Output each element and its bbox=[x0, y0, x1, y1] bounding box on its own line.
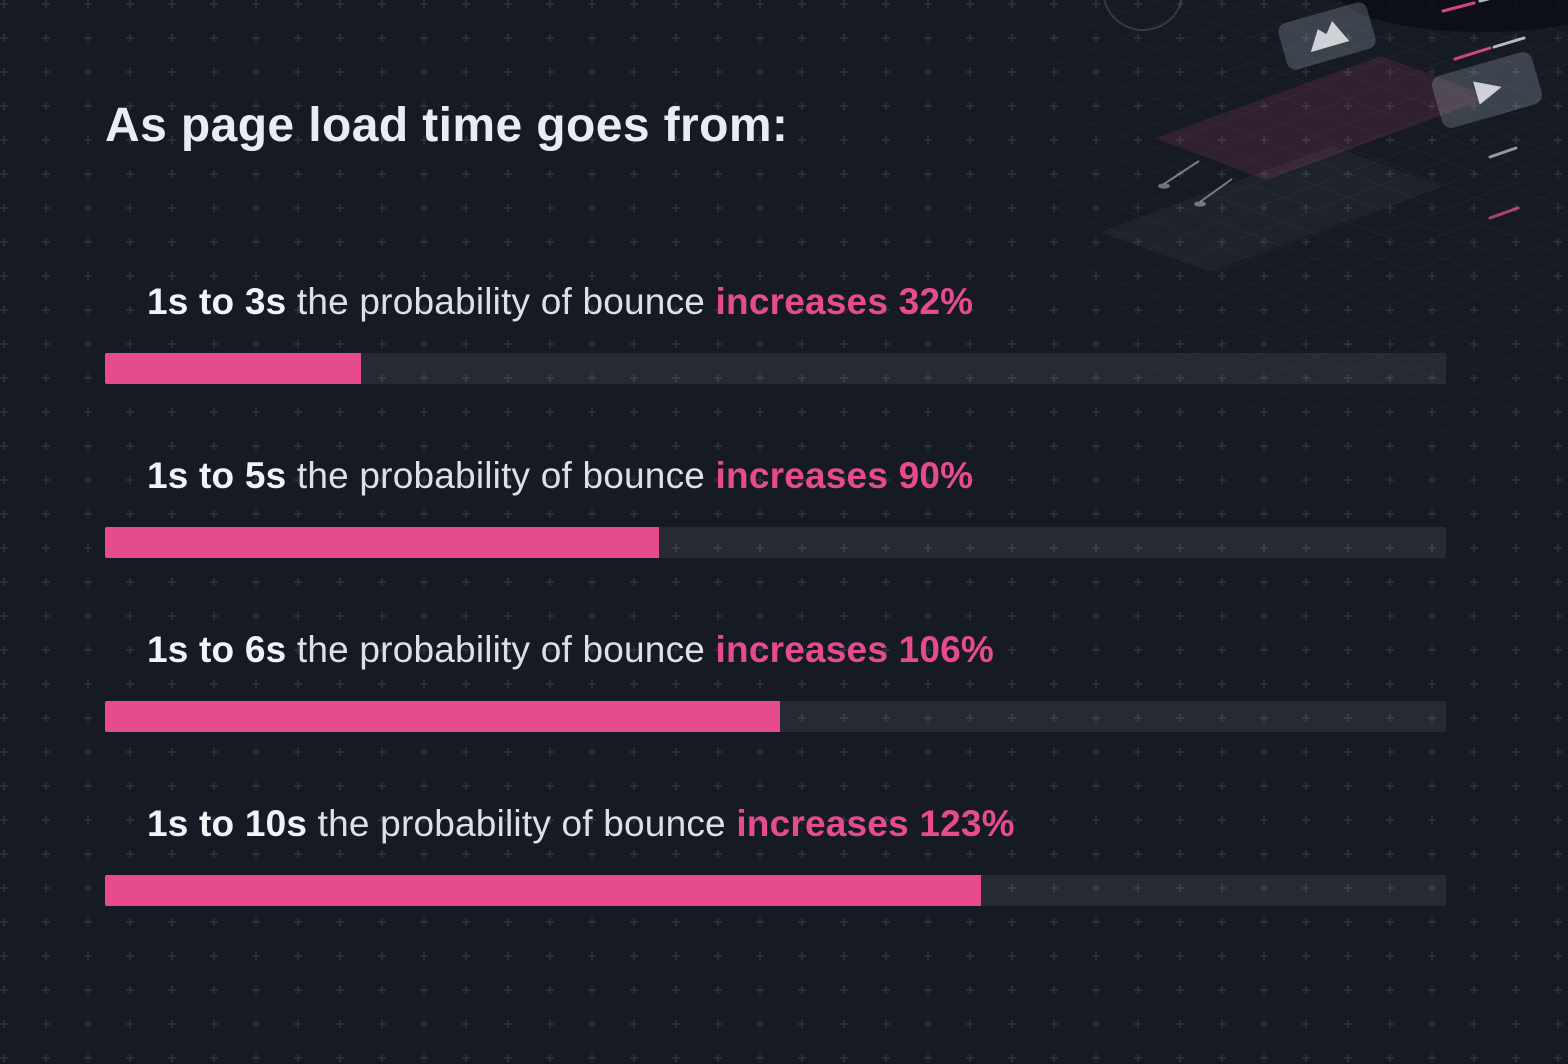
bounce-increase-label: increases 123% bbox=[736, 803, 1015, 844]
accent-streaks bbox=[1441, 0, 1526, 220]
progress-track bbox=[105, 527, 1446, 558]
load-time-range-label: 1s to 10s bbox=[147, 803, 308, 844]
play-icon bbox=[1473, 81, 1502, 105]
progress-fill bbox=[105, 353, 362, 384]
floating-card-play bbox=[1431, 52, 1543, 128]
pin-marker-icon bbox=[1158, 183, 1170, 189]
row-text: 1s to 5s the probability of bounce incre… bbox=[147, 453, 1446, 499]
progress-track bbox=[105, 701, 1446, 732]
page-title: As page load time goes from: bbox=[105, 99, 789, 152]
progress-track bbox=[105, 353, 1446, 384]
bounce-row-1s-6s: 1s to 6s the probability of bounce incre… bbox=[105, 627, 1446, 737]
floating-card-chart bbox=[1278, 2, 1376, 70]
bounce-row-1s-5s: 1s to 5s the probability of bounce incre… bbox=[105, 453, 1446, 563]
mountain-chart-icon bbox=[1310, 21, 1350, 53]
isometric-grid bbox=[1000, 0, 1568, 480]
pin-marker-icon bbox=[1194, 201, 1206, 207]
circle-outline-decor bbox=[1103, 0, 1183, 31]
load-time-range-label: 1s to 3s bbox=[147, 281, 287, 322]
progress-fill bbox=[105, 875, 981, 906]
load-time-range-label: 1s to 6s bbox=[147, 629, 287, 670]
row-middle-text: the probability of bounce bbox=[296, 629, 706, 670]
gray-plane-decor bbox=[1100, 146, 1442, 272]
row-middle-text: the probability of bounce bbox=[296, 455, 706, 496]
progress-fill bbox=[105, 701, 780, 732]
corner-shadow-blob bbox=[1339, 0, 1568, 32]
row-text: 1s to 3s the probability of bounce incre… bbox=[147, 279, 1446, 325]
bounce-row-1s-3s: 1s to 3s the probability of bounce incre… bbox=[105, 279, 1446, 389]
progress-track bbox=[105, 875, 1446, 906]
pink-plane-decor bbox=[1155, 56, 1492, 180]
pin-markers bbox=[1163, 160, 1233, 203]
load-time-range-label: 1s to 5s bbox=[147, 455, 287, 496]
row-middle-text: the probability of bounce bbox=[317, 803, 726, 844]
bounce-increase-label: increases 90% bbox=[715, 455, 974, 496]
row-text: 1s to 10s the probability of bounce incr… bbox=[147, 801, 1446, 847]
row-middle-text: the probability of bounce bbox=[296, 281, 706, 322]
progress-fill bbox=[105, 527, 659, 558]
bounce-increase-label: increases 32% bbox=[715, 281, 974, 322]
bounce-row-1s-10s: 1s to 10s the probability of bounce incr… bbox=[105, 801, 1446, 911]
row-text: 1s to 6s the probability of bounce incre… bbox=[147, 627, 1446, 673]
bounce-increase-label: increases 106% bbox=[715, 629, 995, 670]
